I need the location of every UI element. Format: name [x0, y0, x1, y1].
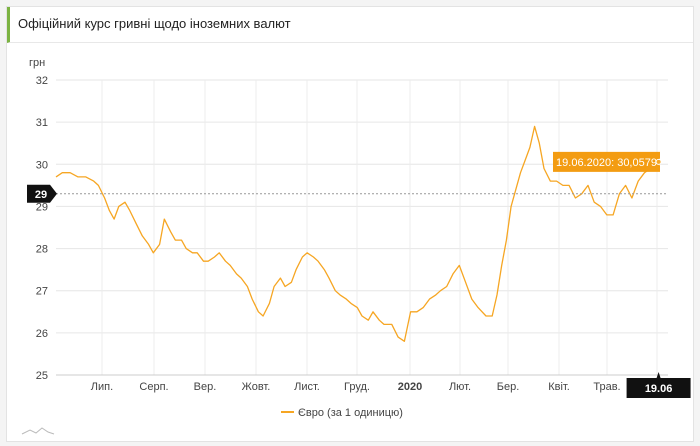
y-axis-ticks: 25 26 27 28 29 30 31 32: [36, 75, 48, 382]
tooltip-marker: [655, 158, 662, 165]
x-axis-ticks: Лип. Серп. Вер. Жовт. Лист. Груд. 2020 Лют. Бер.…: [91, 381, 671, 393]
x-tick-label: Жовт.: [242, 381, 271, 393]
crosshair: 29: [27, 184, 668, 203]
x-tick-label: Лют.: [449, 381, 471, 393]
x-flag-label: 19.06: [645, 383, 673, 395]
tooltip-box: [553, 151, 660, 172]
y-flag-box: [27, 184, 57, 203]
y-axis-label: грн: [29, 57, 45, 69]
x-flag-box: [626, 372, 691, 398]
page-title: Офіційний курс гривні щодо іноземних вал…: [18, 16, 291, 31]
y-tick-label: 27: [36, 286, 48, 298]
tooltip-text: 19.06.2020: 30,0579: [556, 157, 657, 169]
x-tick-label: Лист.: [294, 381, 320, 393]
x-tick-label: Серп.: [139, 381, 168, 393]
chart-header: Офіційний курс гривні щодо іноземних вал…: [7, 7, 693, 43]
y-tick-label: 30: [36, 159, 48, 171]
y-tick-label: 25: [36, 370, 48, 382]
x-tick-label: Груд.: [344, 381, 370, 393]
y-flag-label: 29: [35, 189, 47, 201]
series-line[interactable]: [55, 125, 660, 342]
y-tick-label: 29: [36, 201, 48, 213]
x-tick-label: Квіт.: [548, 381, 570, 393]
x-tick-label: Трав.: [593, 381, 620, 393]
y-tick-label: 32: [36, 75, 48, 87]
y-tick-label: 26: [36, 328, 48, 340]
tooltip: 19.06.2020: 30,0579: [553, 151, 662, 172]
navigator-sparkline: [21, 427, 55, 435]
y-tick-label: 31: [36, 117, 48, 129]
grid-lines: [56, 79, 668, 376]
x-axis-flag: 19.06: [626, 372, 691, 398]
x-tick-label: Бер.: [497, 381, 520, 393]
y-tick-label: 28: [36, 244, 48, 256]
navigator-thumbnail[interactable]: [21, 427, 55, 435]
legend-item-label[interactable]: Євро (за 1 одиницю): [298, 407, 403, 419]
legend[interactable]: Євро (за 1 одиницю): [281, 407, 403, 419]
x-tick-label: 2020: [398, 381, 422, 393]
x-tick-label: Лип.: [91, 381, 113, 393]
x-tick-label: Вер.: [194, 381, 217, 393]
chart-card: Офіційний курс гривні щодо іноземних вал…: [6, 6, 694, 442]
series-group: [55, 125, 660, 342]
